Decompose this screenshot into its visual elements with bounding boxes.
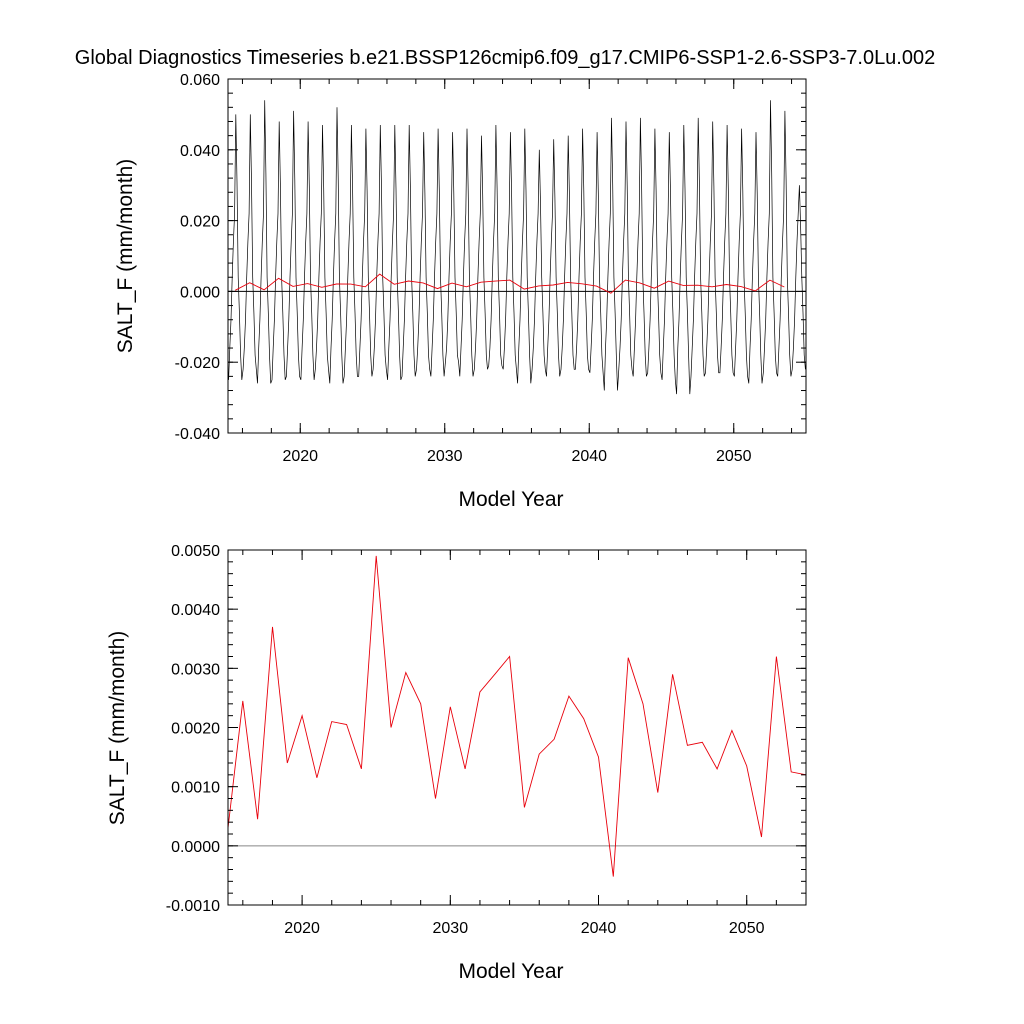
bottom-y-tick-label: 0.0010 bbox=[171, 780, 220, 797]
top-annual-mean-line bbox=[234, 273, 785, 294]
top-y-tick-label: 0.040 bbox=[180, 143, 220, 160]
top-plot-frame bbox=[227, 78, 807, 434]
bottom-annual-mean-line bbox=[228, 555, 806, 877]
top-y-axis: -0.040 -0.020 0.000 0.020 0.040 0.060 bbox=[175, 72, 806, 443]
bottom-plot-area bbox=[228, 555, 806, 877]
top-panel: -0.040 -0.020 0.000 0.020 0.040 0.060 2020 203… bbox=[114, 72, 807, 511]
top-x-tick-label: 2050 bbox=[716, 448, 752, 465]
bottom-y-tick-label: 0.0050 bbox=[171, 543, 220, 560]
top-y-axis-label: SALT_F (mm/month) bbox=[114, 159, 137, 353]
top-x-tick-label: 2020 bbox=[282, 448, 318, 465]
top-y-tick-label: -0.040 bbox=[175, 426, 220, 443]
bottom-x-axis-label: Model Year bbox=[458, 960, 563, 983]
figure-title: Global Diagnostics Timeseries b.e21.BSSP… bbox=[75, 47, 935, 69]
top-x-axis: 2020 2030 2040 2050 bbox=[241, 79, 793, 465]
top-monthly-series-line bbox=[228, 100, 806, 395]
bottom-y-tick-label: 0.0000 bbox=[171, 839, 220, 856]
bottom-x-tick-label: 2040 bbox=[581, 920, 617, 937]
bottom-y-axis-label: SALT_F (mm/month) bbox=[106, 631, 129, 825]
bottom-x-tick-label: 2030 bbox=[433, 920, 469, 937]
bottom-y-axis: -0.0010 0.0000 0.0010 0.0020 0.0030 0.0040 0.0… bbox=[166, 543, 806, 915]
top-y-tick-label: 0.020 bbox=[180, 214, 220, 231]
top-y-tick-label: -0.020 bbox=[175, 355, 220, 372]
top-plot-area bbox=[228, 100, 806, 395]
bottom-x-tick-label: 2020 bbox=[284, 920, 320, 937]
bottom-y-tick-label: 0.0040 bbox=[171, 602, 220, 619]
top-y-tick-label: 0.060 bbox=[180, 72, 220, 89]
top-x-tick-label: 2040 bbox=[571, 448, 607, 465]
bottom-x-tick-label: 2050 bbox=[729, 920, 765, 937]
bottom-y-tick-label: 0.0030 bbox=[171, 661, 220, 678]
top-y-tick-label: 0.000 bbox=[180, 284, 220, 301]
bottom-y-tick-label: 0.0020 bbox=[171, 721, 220, 738]
bottom-x-axis: 2020 2030 2040 2050 bbox=[242, 550, 807, 937]
top-x-tick-label: 2030 bbox=[427, 448, 463, 465]
bottom-y-tick-label: -0.0010 bbox=[166, 898, 220, 915]
top-x-axis-label: Model Year bbox=[458, 488, 563, 511]
bottom-panel: -0.0010 0.0000 0.0010 0.0020 0.0030 0.0040 0.0… bbox=[106, 543, 807, 983]
